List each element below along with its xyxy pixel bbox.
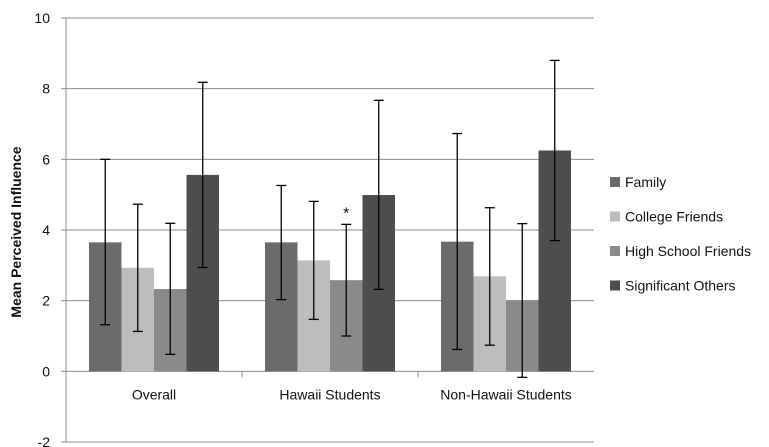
x-tick-label: Hawaii Students (279, 386, 380, 402)
y-tick-label: -2 (38, 434, 51, 447)
y-tick-label: 8 (42, 81, 50, 97)
legend: Family College Friends High School Friends… (610, 174, 751, 294)
bars (89, 150, 571, 372)
y-axis-label: Mean Perceived Influence (8, 146, 24, 317)
legend-swatch (610, 280, 620, 291)
y-tick-label: 10 (34, 10, 50, 26)
significance-annotation: * (343, 205, 349, 222)
labels: -2 0 2 4 6 8 10 Overall Hawaii Students Non-Hawai… (34, 10, 571, 447)
legend-label: High School Friends (625, 243, 751, 259)
legend-label: Significant Others (625, 278, 736, 294)
legend-swatch (610, 177, 620, 187)
legend-swatch (610, 246, 620, 256)
x-tick-label: Overall (132, 386, 176, 402)
y-tick-label: 6 (42, 151, 50, 167)
y-tick-label: 0 (42, 363, 50, 379)
legend-label: Family (625, 174, 666, 190)
x-tick-label: Non-Hawaii Students (440, 386, 572, 402)
legend-label: College Friends (625, 209, 723, 225)
y-tick-label: 2 (42, 293, 50, 309)
error-bars (100, 59, 560, 378)
gridlines (66, 17, 594, 443)
y-tick-label: 4 (42, 222, 50, 238)
legend-swatch (610, 211, 620, 222)
